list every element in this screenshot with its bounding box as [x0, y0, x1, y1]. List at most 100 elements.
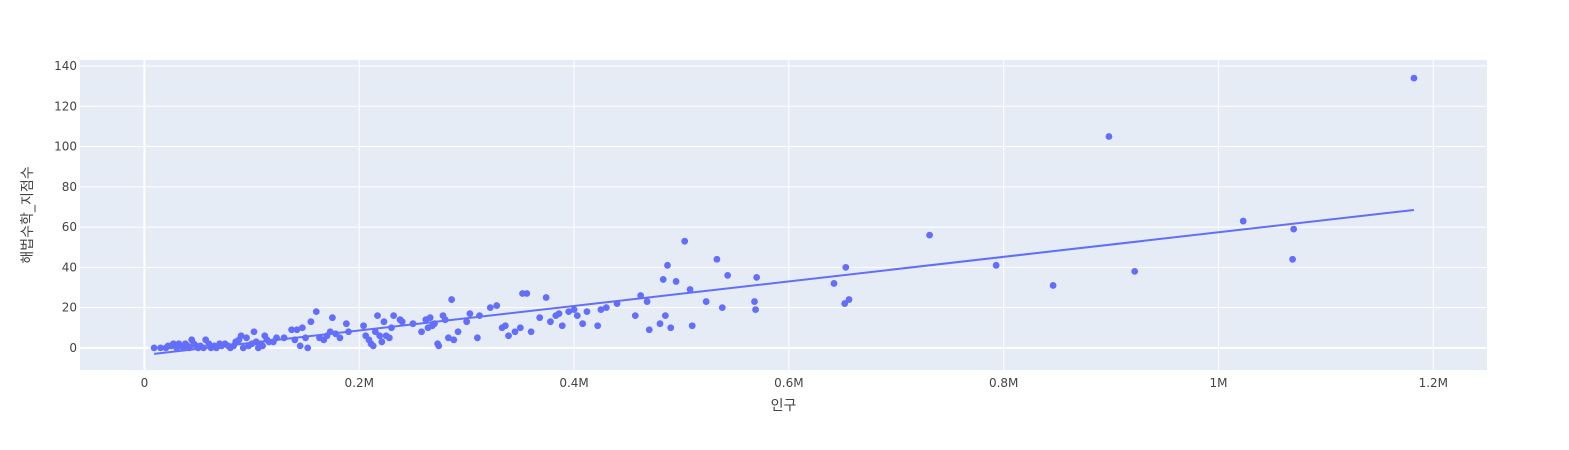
- data-point: [631, 312, 639, 320]
- y-tick-label: 140: [54, 59, 77, 73]
- data-point: [643, 298, 651, 305]
- data-point: [380, 318, 388, 326]
- data-point: [713, 255, 721, 263]
- data-point: [1105, 133, 1113, 140]
- data-point: [390, 312, 398, 320]
- trend-line: [153, 208, 1415, 355]
- data-point: [1049, 282, 1057, 289]
- data-point: [371, 328, 379, 336]
- data-point: [527, 328, 535, 336]
- data-point: [304, 344, 312, 352]
- data-point: [926, 231, 933, 239]
- data-point: [637, 292, 645, 299]
- data-point: [753, 274, 761, 281]
- data-point: [842, 263, 850, 271]
- data-point: [332, 330, 340, 338]
- data-point: [594, 322, 602, 330]
- data-point: [992, 261, 1000, 269]
- gridlines: [80, 60, 1487, 370]
- x-axis-title: 인구: [771, 398, 797, 414]
- data-point: [1289, 255, 1296, 263]
- data-point: [259, 342, 266, 350]
- y-tick-label: 120: [54, 99, 77, 113]
- data-point: [336, 334, 344, 342]
- scatter-points: [150, 74, 1418, 352]
- data-point: [486, 304, 494, 311]
- data-point: [602, 304, 610, 311]
- data-point: [659, 276, 667, 283]
- data-point: [150, 344, 158, 352]
- data-point: [558, 322, 566, 330]
- data-point: [444, 334, 452, 342]
- y-axis-ticks: 0 20 40 60 80 100 120 140: [54, 59, 77, 355]
- y-tick-label: 100: [54, 140, 77, 154]
- data-point: [645, 326, 653, 334]
- data-point: [431, 320, 438, 328]
- data-point: [186, 344, 193, 352]
- data-point: [345, 328, 352, 336]
- data-point: [243, 334, 250, 342]
- data-point: [385, 334, 393, 342]
- data-point: [523, 290, 531, 297]
- data-point: [409, 320, 417, 328]
- data-point: [329, 314, 336, 322]
- data-point: [398, 318, 406, 326]
- data-point: [157, 344, 164, 352]
- data-point: [476, 312, 483, 320]
- data-point: [536, 314, 544, 322]
- data-point: [686, 286, 694, 293]
- y-tick-label: 40: [62, 260, 77, 274]
- data-point: [448, 296, 456, 303]
- data-point: [688, 322, 696, 330]
- data-point: [718, 304, 726, 311]
- data-point: [298, 324, 306, 332]
- data-point: [493, 302, 501, 309]
- data-point: [583, 308, 591, 316]
- data-point: [555, 310, 563, 318]
- data-point: [724, 271, 732, 279]
- data-point: [505, 332, 512, 340]
- data-point: [426, 314, 434, 322]
- data-point: [1410, 74, 1418, 82]
- data-point: [1239, 217, 1247, 225]
- data-point: [291, 336, 299, 344]
- y-axis-title: 해법수학_지점수: [20, 166, 36, 263]
- data-point: [326, 328, 334, 336]
- data-point: [542, 294, 550, 301]
- y-tick-label: 80: [62, 180, 77, 194]
- data-point: [288, 326, 295, 334]
- data-point: [656, 320, 664, 328]
- data-point: [374, 312, 381, 320]
- data-point: [450, 336, 458, 344]
- data-point: [613, 300, 621, 307]
- data-point: [273, 334, 280, 342]
- data-point: [250, 328, 258, 336]
- data-point: [501, 322, 509, 330]
- data-point: [307, 318, 315, 326]
- data-point: [454, 328, 462, 336]
- x-axis-ticks: 0 0.2M 0.4M 0.6M 0.8M 1M 1.2M: [141, 376, 1448, 390]
- data-point: [293, 326, 301, 334]
- plot-background: [80, 60, 1487, 370]
- data-point: [841, 300, 849, 307]
- data-point: [302, 334, 309, 342]
- data-point: [312, 308, 320, 316]
- data-point: [237, 332, 245, 340]
- data-point: [516, 324, 524, 332]
- data-point: [418, 328, 425, 336]
- data-point: [280, 334, 288, 342]
- data-point: [664, 261, 671, 269]
- y-tick-label: 0: [69, 341, 77, 355]
- data-point: [573, 312, 581, 320]
- data-point: [342, 320, 350, 328]
- x-tick-label: 0.2M: [345, 376, 374, 390]
- data-point: [511, 328, 519, 336]
- data-point: [378, 338, 386, 346]
- data-point: [751, 298, 758, 305]
- data-point: [830, 280, 838, 287]
- data-point: [376, 332, 384, 340]
- data-point: [239, 344, 247, 352]
- data-point: [388, 324, 395, 332]
- data-point: [369, 342, 377, 350]
